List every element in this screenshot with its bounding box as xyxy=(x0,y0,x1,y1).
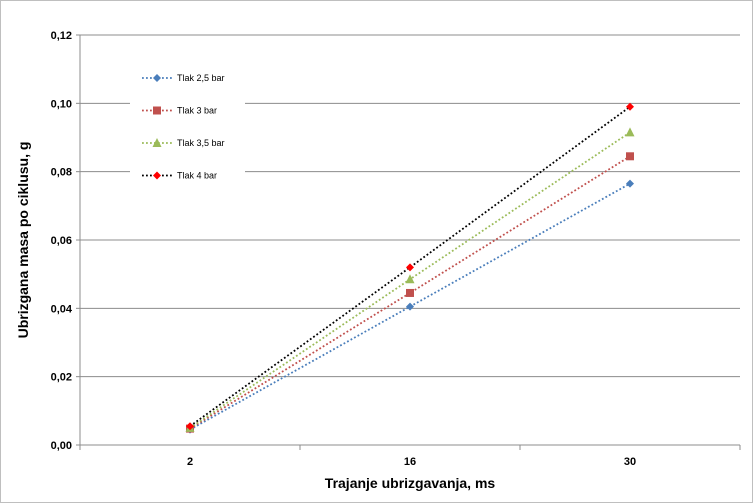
x-tick-label: 16 xyxy=(404,456,416,468)
legend-marker xyxy=(153,171,161,180)
series-4 xyxy=(186,102,634,431)
gridlines xyxy=(80,34,740,378)
legend-marker xyxy=(153,106,161,115)
y-axis-title: Ubrizgana masa po ciklusu, g xyxy=(15,142,31,339)
legend-label: Tlak 3,5 bar xyxy=(177,138,225,148)
y-tick-label: 0,06 xyxy=(51,235,72,247)
x-tick-label: 2 xyxy=(187,456,193,468)
legend: Tlak 2,5 bar Tlak 3 bar Tlak 3,5 bar Tlak 4… xyxy=(142,73,225,181)
data-point xyxy=(186,422,194,431)
x-axis-title: Trajanje ubrizgavanja, ms xyxy=(325,475,496,491)
legend-label: Tlak 3 bar xyxy=(177,106,217,116)
data-point xyxy=(406,302,414,311)
series-line xyxy=(189,106,631,427)
legend-item-4: Tlak 4 bar xyxy=(142,171,217,181)
axes: 0,00 0,02 0,04 0,06 0,08 0,10 0,12 2 16 30 xyxy=(51,30,741,468)
x-tick-label: 30 xyxy=(624,456,636,468)
legend-item-2: Tlak 3 bar xyxy=(142,106,217,116)
data-point xyxy=(626,102,634,111)
series-3 xyxy=(185,127,635,432)
data-point xyxy=(406,263,414,272)
data-point xyxy=(626,152,634,161)
data-point xyxy=(626,179,634,188)
data-point xyxy=(405,274,415,284)
legend-item-3: Tlak 3,5 bar xyxy=(142,138,225,148)
y-tick-label: 0,08 xyxy=(51,167,72,179)
legend-label: Tlak 2,5 bar xyxy=(177,73,225,83)
data-point xyxy=(625,127,635,137)
legend-marker xyxy=(152,138,162,147)
y-tick-label: 0,04 xyxy=(51,303,73,315)
legend-label: Tlak 4 bar xyxy=(177,171,217,181)
legend-marker xyxy=(153,74,161,82)
y-tick-label: 0,02 xyxy=(51,372,72,384)
data-point xyxy=(406,288,414,297)
series-group xyxy=(185,102,635,434)
y-tick-label: 0,10 xyxy=(51,98,72,110)
y-tick-label: 0,00 xyxy=(51,440,72,452)
y-tick-label: 0,12 xyxy=(51,30,72,42)
legend-item-1: Tlak 2,5 bar xyxy=(142,73,225,83)
